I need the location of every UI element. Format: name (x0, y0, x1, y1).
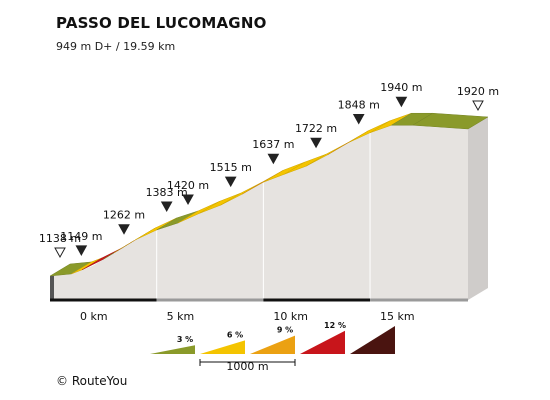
elevation-marker-label: 1940 m (380, 81, 422, 94)
elevation-marker-label: 1383 m (146, 186, 188, 199)
legend-grade-label: 9 % (277, 326, 293, 335)
gradient-segment (411, 112, 489, 130)
elevation-marker-label: 1420 m (167, 179, 209, 192)
profile-end-wall (468, 116, 488, 300)
routeyou-credit: © RouteYou (56, 374, 128, 388)
elevation-marker-label: 1920 m (457, 85, 499, 98)
legend-wedge (200, 340, 245, 354)
elevation-marker-triangle (54, 247, 66, 259)
elevation-marker-triangle (75, 245, 88, 256)
elevation-marker-triangle (352, 114, 365, 125)
legend-wedge (350, 326, 395, 354)
profile-face-layer (50, 116, 488, 300)
profile-start-wall (50, 276, 54, 300)
elevation-marker-label: 1138 m (39, 232, 81, 245)
elevation-marker-triangle (395, 96, 408, 108)
elevation-marker-triangle (118, 224, 130, 235)
legend-grade-label: 12 % (324, 321, 346, 330)
distance-tick-label: 15 km (380, 310, 415, 323)
elevation-marker-label: 1515 m (210, 161, 252, 174)
distance-tick-label: 0 km (80, 310, 108, 323)
profile-face (50, 125, 468, 300)
legend-wedge (150, 345, 195, 354)
elevation-marker-label: 1722 m (295, 122, 337, 135)
profile-top-layer (49, 112, 489, 277)
elevation-marker-triangle (224, 176, 237, 188)
elevation-marker-triangle (472, 100, 484, 112)
legend-grade-label: 6 % (227, 330, 243, 339)
gradient-legend: 3 % 6 % 9 % 12 % 1000 m (150, 321, 395, 373)
distance-tick-label: 5 km (167, 310, 195, 323)
legend-grade-label: 3 % (177, 335, 193, 344)
chart-title: PASSO DEL LUCOMAGNO (56, 14, 267, 32)
elevation-marker-triangle (267, 153, 280, 165)
elevation-marker-label: 1149 m (60, 230, 102, 243)
elevation-marker-triangle (160, 201, 173, 212)
distance-axis-layer: 0 km 5 km 10 km 15 km (50, 298, 468, 323)
chart-subtitle: 949 m D+ / 19.59 km (56, 40, 176, 53)
elevation-marker-label: 1637 m (252, 138, 294, 151)
elevation-marker-triangle (310, 137, 322, 149)
legend-wedge (300, 330, 345, 354)
elevation-marker-triangle (182, 194, 194, 206)
elevation-marker-label: 1262 m (103, 209, 145, 222)
scale-bar-label: 1000 m (226, 360, 268, 373)
distance-tick-label: 10 km (273, 310, 308, 323)
legend-wedge (250, 335, 295, 354)
elevation-marker-label: 1848 m (338, 99, 380, 112)
